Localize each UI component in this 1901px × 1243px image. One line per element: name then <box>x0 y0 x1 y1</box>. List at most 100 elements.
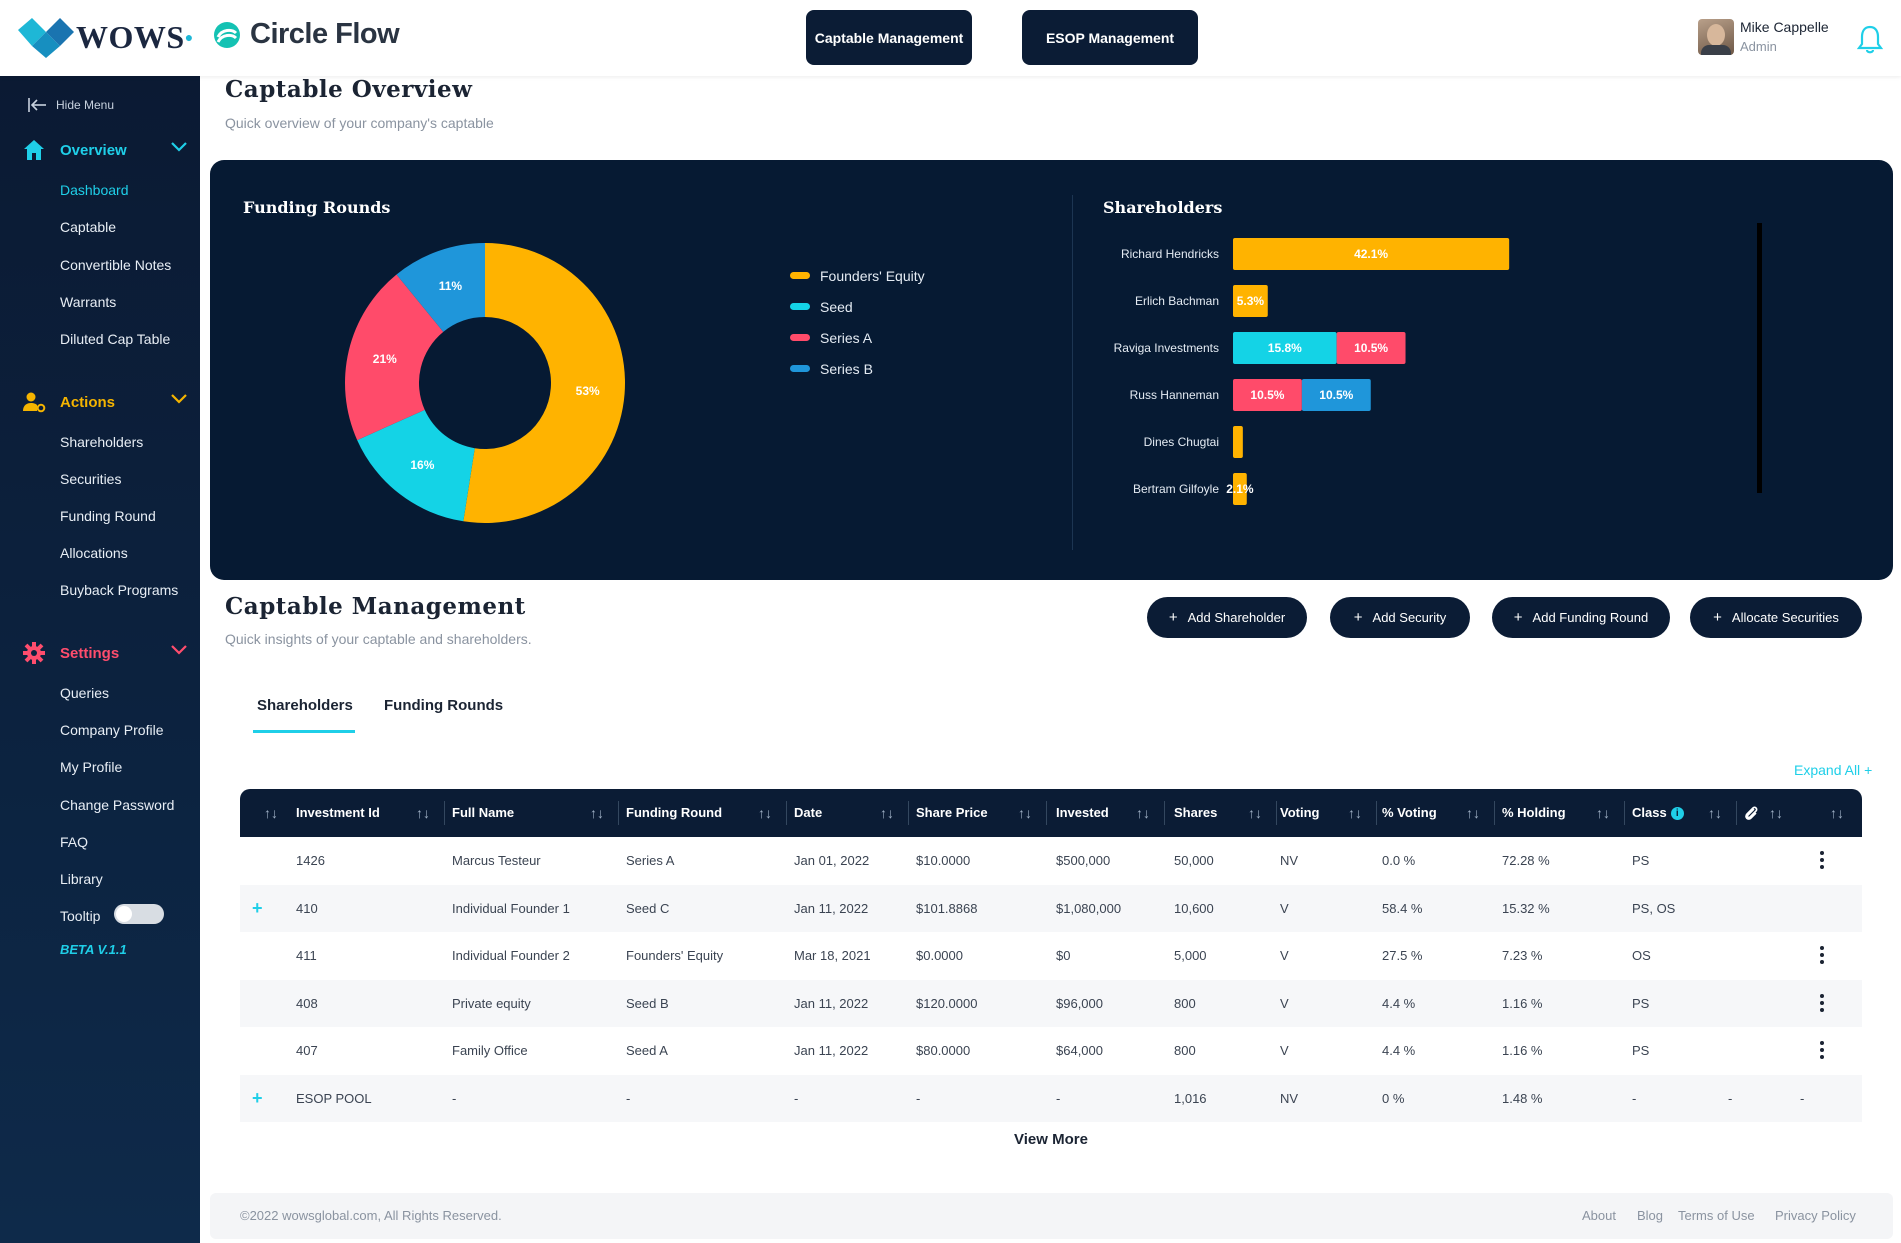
sidebar-item-faq[interactable]: FAQ <box>60 834 89 850</box>
view-more-button[interactable]: View More <box>1014 1131 1088 1148</box>
tooltip-toggle[interactable] <box>114 904 164 924</box>
add-funding-round-button[interactable]: + Add Funding Round <box>1492 597 1670 638</box>
column-header-pct-holding[interactable]: % Holding <box>1502 789 1566 837</box>
more-options-icon[interactable] <box>1820 851 1824 872</box>
circle-flow-logo[interactable]: Circle Flow <box>212 18 400 51</box>
sort-icon[interactable]: ↑↓ <box>1466 805 1480 821</box>
chart-scrollbar[interactable] <box>1757 223 1762 493</box>
bell-icon[interactable] <box>1857 24 1883 54</box>
sort-icon[interactable]: ↑↓ <box>1018 805 1032 821</box>
column-header-full-name[interactable]: Full Name <box>452 789 514 837</box>
footer-link-privacy[interactable]: Privacy Policy <box>1775 1208 1856 1223</box>
sidebar-item-convertible-notes[interactable]: Convertible Notes <box>60 257 172 273</box>
wows-logo[interactable]: WOWS ● <box>18 16 193 58</box>
sort-icon[interactable]: ↑↓ <box>758 805 772 821</box>
tab-funding-rounds[interactable]: Funding Rounds <box>384 697 504 714</box>
sidebar-section-overview[interactable]: Overview <box>22 138 187 162</box>
bar-segment[interactable] <box>1336 332 1406 364</box>
bar-segment[interactable] <box>1301 379 1371 411</box>
user-profile[interactable]: Mike Cappelle Admin <box>1698 19 1829 55</box>
sidebar-section-actions[interactable]: Actions <box>22 390 187 414</box>
add-shareholder-button[interactable]: + Add Shareholder <box>1147 597 1307 638</box>
bar-segment[interactable] <box>1233 426 1243 458</box>
more-options-icon[interactable] <box>1820 946 1824 967</box>
sidebar-item-diluted-cap-table[interactable]: Diluted Cap Table <box>60 331 171 347</box>
sidebar-item-shareholders[interactable]: Shareholders <box>60 434 144 450</box>
table-cell: 4.4 % <box>1382 1043 1416 1058</box>
sort-icon[interactable]: ↑↓ <box>880 805 894 821</box>
sidebar-item-my-profile[interactable]: My Profile <box>60 759 123 775</box>
expand-all-button[interactable]: Expand All + <box>1794 762 1872 778</box>
legend-item[interactable]: Series B <box>790 353 925 384</box>
expand-row-icon[interactable]: + <box>252 1087 263 1108</box>
more-options-icon[interactable] <box>1820 1041 1824 1062</box>
legend-item[interactable]: Seed <box>790 291 925 322</box>
sidebar-item-securities[interactable]: Securities <box>60 471 122 487</box>
more-options-icon[interactable] <box>1820 993 1824 1015</box>
expand-row-icon[interactable]: + <box>252 897 263 918</box>
sort-icon[interactable]: ↑↓ <box>1136 805 1150 821</box>
sort-icon[interactable]: ↑↓ <box>1769 805 1783 821</box>
column-header-share-price[interactable]: Share Price <box>916 789 988 837</box>
captable-management-button[interactable]: Captable Management <box>806 10 972 65</box>
hide-menu-button[interactable]: Hide Menu <box>28 98 114 112</box>
sort-icon[interactable]: ↑↓ <box>1348 805 1362 821</box>
sidebar-item-funding-round[interactable]: Funding Round <box>60 508 156 524</box>
sort-icon[interactable]: ↑↓ <box>590 805 604 821</box>
table-row[interactable]: 407 Family Office Seed A Jan 11, 2022 $80.00… <box>240 1027 1862 1074</box>
tab-shareholders[interactable]: Shareholders <box>257 697 353 714</box>
allocate-securities-button[interactable]: + Allocate Securities <box>1690 597 1862 638</box>
table-row[interactable]: 408 Private equity Seed B Jan 11, 2022 $120.… <box>240 979 1862 1027</box>
sidebar-item-change-password[interactable]: Change Password <box>60 797 175 813</box>
bar-segment[interactable] <box>1233 285 1268 317</box>
column-header-shares[interactable]: Shares <box>1174 789 1217 837</box>
sidebar-item-buyback-programs[interactable]: Buyback Programs <box>60 582 179 598</box>
sort-icon[interactable]: ↑↓ <box>1248 805 1262 821</box>
column-header-invested[interactable]: Invested <box>1056 789 1109 837</box>
sort-icon[interactable]: ↑↓ <box>1830 805 1844 821</box>
sidebar-item-library[interactable]: Library <box>60 871 103 887</box>
bar-segment[interactable] <box>1233 238 1510 270</box>
donut-slice-series-a[interactable] <box>345 274 444 441</box>
sidebar-item-company-profile[interactable]: Company Profile <box>60 722 164 738</box>
footer-link-blog[interactable]: Blog <box>1637 1208 1664 1223</box>
donut-slice-founders-equity[interactable] <box>463 243 625 523</box>
legend-item[interactable]: Series A <box>790 322 925 353</box>
table-cell: - <box>1728 1090 1733 1106</box>
table-row[interactable]: + ESOP POOL - - - - - 1,016 NV 0 % 1.48 % - - - <box>240 1074 1862 1122</box>
column-header-date[interactable]: Date <box>794 789 822 837</box>
sort-icon[interactable]: ↑↓ <box>1708 805 1722 821</box>
column-header-pct-voting[interactable]: % Voting <box>1382 789 1437 837</box>
add-security-button[interactable]: + Add Security <box>1330 597 1470 638</box>
info-icon[interactable]: i <box>1670 807 1684 821</box>
sort-icon[interactable]: ↑↓ <box>264 805 278 821</box>
column-header-funding-round[interactable]: Funding Round <box>626 789 722 837</box>
sort-icon[interactable]: ↑↓ <box>416 805 430 821</box>
sidebar-item-queries[interactable]: Queries <box>60 685 110 701</box>
table-cell: 50,000 <box>1174 853 1214 868</box>
sidebar-section-settings[interactable]: Settings <box>22 641 187 665</box>
bar-segment[interactable] <box>1233 332 1337 364</box>
table-row[interactable]: +410 Individual Founder 1 Seed C Jan 11, 20… <box>240 884 1862 932</box>
sort-icon[interactable]: ↑↓ <box>1596 805 1610 821</box>
footer-link-terms[interactable]: Terms of Use <box>1678 1208 1755 1223</box>
footer-link-about[interactable]: About <box>1582 1208 1616 1223</box>
avatar[interactable] <box>1698 19 1734 55</box>
bar-segment[interactable] <box>1233 379 1302 411</box>
sidebar-item-captable[interactable]: Captable <box>60 219 117 235</box>
column-header-class[interactable]: Class i <box>1632 789 1684 837</box>
column-header-investment-id[interactable]: Investment Id <box>296 789 380 837</box>
sidebar-item-warrants[interactable]: Warrants <box>60 294 117 310</box>
donut-slice-series-b[interactable] <box>396 243 485 332</box>
legend-item[interactable]: Founders' Equity <box>790 260 925 291</box>
donut-slice-seed[interactable] <box>357 409 475 522</box>
bar-segment[interactable] <box>1233 473 1247 505</box>
paperclip-icon[interactable] <box>1744 804 1758 827</box>
esop-management-button[interactable]: ESOP Management <box>1022 10 1198 65</box>
sidebar-item-dashboard[interactable]: Dashboard <box>60 182 129 198</box>
funding-rounds-title: Funding Rounds <box>243 198 391 217</box>
sidebar-item-allocations[interactable]: Allocations <box>60 545 128 561</box>
column-header-voting[interactable]: Voting <box>1280 789 1319 837</box>
table-row[interactable]: 411 Individual Founder 2 Founders' Equity M… <box>240 932 1862 979</box>
table-row[interactable]: 1426 Marcus Testeur Series A Jan 01, 2022 $1… <box>240 837 1862 884</box>
